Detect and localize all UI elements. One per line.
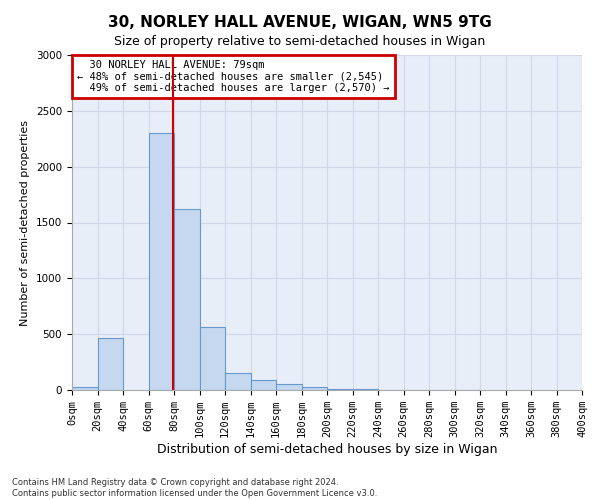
Bar xyxy=(302,387,327,390)
Text: Contains HM Land Registry data © Crown copyright and database right 2024.
Contai: Contains HM Land Registry data © Crown c… xyxy=(12,478,377,498)
Bar xyxy=(225,373,251,390)
Bar xyxy=(97,338,123,390)
Text: 30 NORLEY HALL AVENUE: 79sqm
← 48% of semi-detached houses are smaller (2,545)
 : 30 NORLEY HALL AVENUE: 79sqm ← 48% of se… xyxy=(77,60,389,93)
Bar xyxy=(174,209,199,390)
Bar xyxy=(276,384,302,390)
Bar xyxy=(199,328,225,390)
Bar xyxy=(149,133,174,390)
Text: Size of property relative to semi-detached houses in Wigan: Size of property relative to semi-detach… xyxy=(115,35,485,48)
Text: 30, NORLEY HALL AVENUE, WIGAN, WN5 9TG: 30, NORLEY HALL AVENUE, WIGAN, WN5 9TG xyxy=(108,15,492,30)
Bar xyxy=(327,389,353,390)
Bar xyxy=(72,387,97,390)
Bar xyxy=(251,380,276,390)
Y-axis label: Number of semi-detached properties: Number of semi-detached properties xyxy=(20,120,31,326)
X-axis label: Distribution of semi-detached houses by size in Wigan: Distribution of semi-detached houses by … xyxy=(157,443,497,456)
